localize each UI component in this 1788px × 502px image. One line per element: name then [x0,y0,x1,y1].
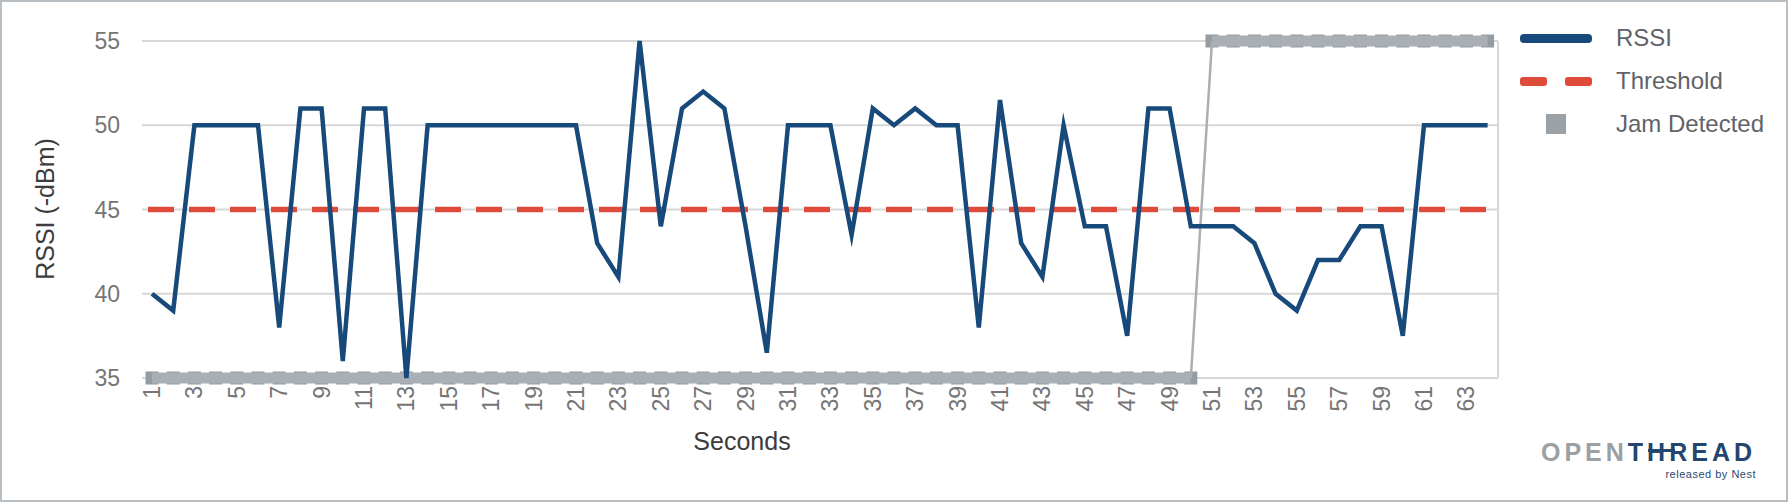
svg-text:3: 3 [181,386,207,399]
svg-text:45: 45 [94,197,120,223]
svg-text:35: 35 [860,386,886,412]
legend-item-jam: Jam Detected [1518,110,1764,138]
svg-text:43: 43 [1029,386,1055,412]
svg-text:40: 40 [94,281,120,307]
svg-text:53: 53 [1241,386,1267,412]
logo-thread-text: THREAD [1628,438,1756,466]
svg-text:5: 5 [224,386,250,399]
svg-text:15: 15 [436,386,462,412]
svg-text:61: 61 [1411,386,1437,412]
svg-text:1: 1 [139,386,165,399]
svg-text:17: 17 [478,386,504,412]
openthread-logo: OPENTHREAD released by Nest [1541,440,1756,480]
threshold-dash-swatch-icon [1520,77,1592,86]
svg-text:57: 57 [1326,386,1352,412]
y-axis-title: RSSI (-dBm) [31,138,59,280]
jam-square-swatch-icon [1518,114,1594,134]
svg-text:35: 35 [94,365,120,391]
legend: RSSI Threshold Jam Detected [1518,24,1764,138]
svg-text:33: 33 [817,386,843,412]
svg-text:50: 50 [94,112,120,138]
svg-text:23: 23 [605,386,631,412]
svg-text:37: 37 [902,386,928,412]
svg-text:55: 55 [1284,386,1310,412]
svg-text:27: 27 [690,386,716,412]
legend-label-jam: Jam Detected [1616,110,1764,138]
svg-text:51: 51 [1199,386,1225,412]
svg-text:29: 29 [733,386,759,412]
svg-text:25: 25 [648,386,674,412]
chart-screenshot: 3540455055135791113151719212325272931333… [0,0,1788,502]
svg-text:13: 13 [393,386,419,412]
legend-label-threshold: Threshold [1616,67,1723,95]
legend-label-rssi: RSSI [1616,24,1672,52]
logo-h-crossbar [1648,449,1675,452]
svg-text:55: 55 [94,28,120,54]
svg-text:63: 63 [1453,386,1479,412]
legend-item-rssi: RSSI [1518,24,1764,52]
svg-text:39: 39 [945,386,971,412]
svg-text:31: 31 [775,386,801,412]
svg-text:9: 9 [309,386,335,399]
legend-item-threshold: Threshold [1518,67,1764,95]
logo-open-text: OPEN [1541,438,1628,466]
axis-tick-labels: 3540455055135791113151719212325272931333… [94,28,1479,412]
x-axis-title: Seconds [693,427,790,455]
svg-text:7: 7 [266,386,292,399]
svg-text:41: 41 [987,386,1013,412]
svg-text:11: 11 [351,386,377,410]
svg-text:47: 47 [1114,386,1140,412]
svg-text:21: 21 [563,386,589,412]
rssi-line-swatch-icon [1518,34,1594,43]
svg-text:19: 19 [521,386,547,412]
svg-text:49: 49 [1157,386,1183,412]
svg-text:45: 45 [1072,386,1098,412]
logo-tagline: released by Nest [1541,469,1756,480]
svg-text:59: 59 [1369,386,1395,412]
